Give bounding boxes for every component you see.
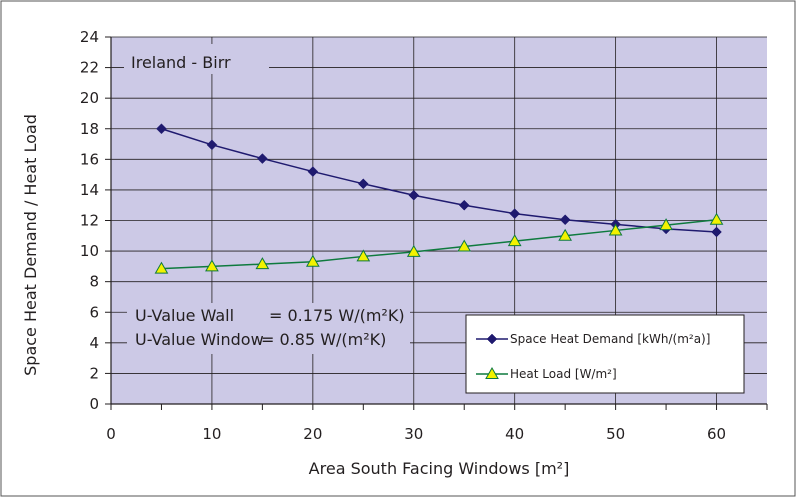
- legend: Space Heat Demand [kWh/(m²a)] Heat Load […: [465, 314, 745, 394]
- series-line-0: [161, 128, 717, 233]
- y-tick-label: 10: [80, 242, 99, 260]
- y-tick-label: 20: [80, 89, 99, 107]
- y-axis-title: Space Heat Demand / Heat Load: [21, 114, 40, 376]
- series-1-point: [659, 218, 673, 231]
- y-tick-label: 4: [89, 334, 99, 352]
- y-tick-label: 6: [89, 303, 99, 321]
- series-1-point: [205, 259, 219, 272]
- x-axis-title: Area South Facing Windows [m²]: [309, 459, 570, 478]
- series-0-point: [458, 199, 470, 211]
- y-tick-label: 8: [89, 273, 99, 291]
- x-tick-label: 60: [707, 425, 726, 443]
- legend-marker-1: [485, 366, 499, 379]
- series-1-point: [507, 234, 522, 247]
- x-tick-label: 0: [106, 425, 116, 443]
- series-1-point: [305, 254, 320, 267]
- series-1-point: [154, 261, 169, 274]
- series-line-1: [161, 218, 717, 270]
- y-tick-label: 18: [80, 120, 99, 138]
- location-label: Ireland - Birr: [131, 53, 231, 72]
- series-0-point: [509, 208, 521, 219]
- series-0-point: [357, 178, 369, 190]
- y-tick-label: 14: [80, 181, 99, 199]
- series-1-point: [356, 249, 371, 262]
- y-tick-label: 24: [80, 28, 99, 46]
- series-1-point: [709, 212, 724, 225]
- series-0-point: [408, 189, 420, 201]
- series-0-point: [559, 214, 571, 226]
- series-0-point: [711, 226, 722, 238]
- u-wall-value: = 0.175 W/(m²K): [269, 306, 405, 325]
- y-tick-label: 12: [80, 212, 99, 230]
- x-tick-label: 40: [505, 425, 524, 443]
- u-wall-label: U-Value Wall: [135, 306, 234, 325]
- series-layer: [154, 123, 724, 274]
- legend-marker-0: [486, 333, 498, 345]
- u-value-annotation: U-Value Wall = 0.175 W/(m²K) U-Value Win…: [127, 303, 410, 354]
- x-tick-label: 20: [303, 425, 322, 443]
- x-tick-label: 50: [606, 425, 625, 443]
- u-window-label: U-Value Window: [135, 330, 264, 349]
- location-annotation: Ireland - Birr: [124, 44, 269, 74]
- y-tick-label: 2: [89, 364, 99, 382]
- series-1-point: [255, 257, 270, 270]
- series-1-point: [457, 239, 472, 252]
- legend-label-0: Space Heat Demand [kWh/(m²a)]: [510, 332, 710, 346]
- legend-label-1: Heat Load [W/m²]: [510, 367, 617, 381]
- series-1-point: [608, 223, 623, 236]
- series-0-point: [257, 153, 268, 164]
- y-tick-label: 22: [80, 59, 99, 77]
- y-tick-label: 16: [80, 150, 99, 168]
- x-tick-label: 10: [202, 425, 221, 443]
- x-tick-label: 30: [404, 425, 423, 443]
- series-1-point: [406, 244, 421, 257]
- series-0-point: [307, 166, 319, 177]
- series-0-point: [206, 139, 218, 151]
- u-window-value: = 0.85 W/(m²K): [261, 330, 386, 349]
- series-0-point: [156, 123, 167, 135]
- y-tick-label: 0: [89, 395, 99, 413]
- series-1-point: [558, 228, 573, 241]
